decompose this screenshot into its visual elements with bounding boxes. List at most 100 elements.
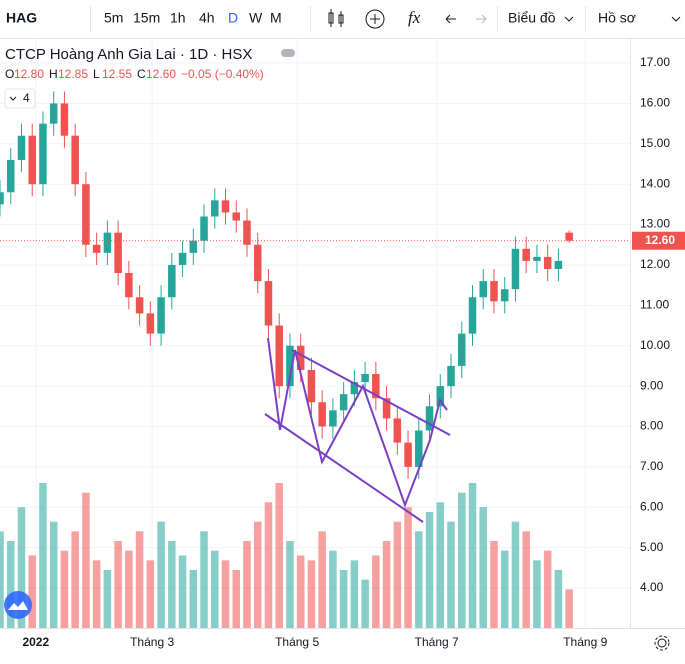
- x-tick-label: 2022: [22, 635, 49, 649]
- candle-body: [39, 123, 47, 185]
- volume-bar: [200, 531, 208, 628]
- candle-body: [28, 135, 36, 185]
- candle-body: [157, 297, 165, 334]
- volume-bar: [490, 541, 498, 628]
- ohlc-key: O: [5, 67, 14, 81]
- volume-bar: [243, 541, 251, 628]
- candle-body: [296, 345, 305, 370]
- candle-icon[interactable]: [328, 9, 344, 27]
- volume-bar: [92, 560, 101, 628]
- change: −0.05 (−0.40%): [181, 67, 264, 81]
- volume-bar: [178, 555, 187, 628]
- volume-bar: [103, 570, 112, 628]
- candle-body: [565, 232, 573, 241]
- candle-body: [103, 232, 112, 253]
- candle-body: [468, 297, 477, 334]
- volume-bar: [286, 541, 294, 628]
- ohlc-value: 12.60: [146, 67, 176, 81]
- indicators-button[interactable]: [4, 88, 36, 109]
- interval-button[interactable]: M: [270, 10, 282, 26]
- interval-button[interactable]: 1h: [170, 10, 186, 26]
- volume-bar: [382, 541, 391, 628]
- candle-body: [350, 382, 359, 395]
- candle-body: [60, 103, 69, 136]
- volume-bar: [329, 550, 337, 628]
- y-tick-label: 8.00: [640, 419, 664, 433]
- candle-body: [200, 216, 208, 241]
- legend-title: CTCP Hoàng Anh Gia Lai · 1D · HSX: [5, 46, 252, 63]
- y-tick-label: 6.00: [640, 499, 664, 513]
- volume-bar: [28, 555, 36, 628]
- x-tick-label: Tháng 9: [563, 635, 607, 649]
- candle-body: [286, 345, 294, 387]
- volume-bar: [522, 531, 530, 628]
- y-tick-label: 10.00: [640, 338, 670, 352]
- volume-bar: [339, 570, 348, 628]
- volume-bar: [447, 521, 455, 628]
- interval-button[interactable]: 4h: [199, 10, 215, 26]
- price-tag-label: 12.60: [645, 233, 675, 247]
- candle-body: [393, 418, 402, 443]
- volume-bar: [211, 550, 219, 628]
- candle-body: [511, 248, 520, 290]
- volume-bar: [468, 483, 477, 628]
- volume-bar: [49, 521, 58, 628]
- fx-icon[interactable]: fx: [408, 8, 421, 27]
- indicator-count: 4: [23, 91, 30, 105]
- volume-bar: [296, 555, 305, 628]
- volume-bar: [157, 521, 165, 628]
- volume-bar: [479, 507, 487, 628]
- volume-bar: [565, 589, 573, 628]
- trend-drawings[interactable]: [264, 337, 451, 523]
- ohlc-value: 12.85: [58, 67, 88, 81]
- undo-icon[interactable]: [445, 14, 456, 24]
- interval-button[interactable]: 15m: [133, 10, 160, 26]
- volume-bar: [125, 550, 133, 628]
- y-tick-label: 5.00: [640, 540, 664, 554]
- x-tick-label: Tháng 5: [275, 635, 319, 649]
- y-tick-label: 11.00: [640, 298, 669, 312]
- settings-icon[interactable]: [654, 635, 670, 651]
- symbol[interactable]: HAG: [6, 10, 37, 26]
- add-indicator-icon[interactable]: [365, 9, 385, 29]
- interval-button[interactable]: 5m: [104, 10, 123, 26]
- y-tick-label: 16.00: [640, 96, 670, 110]
- legend-toggle[interactable]: [281, 49, 295, 57]
- volume-bar: [511, 521, 520, 628]
- candle-body: [500, 289, 509, 302]
- volume-bar: [0, 531, 4, 628]
- volume-bar: [533, 560, 541, 628]
- y-tick-label: 14.00: [640, 176, 670, 190]
- volume-bar: [146, 560, 155, 628]
- menu-chart[interactable]: Biểu đồ: [508, 10, 556, 26]
- redo-icon[interactable]: [476, 14, 487, 24]
- candle-body: [533, 256, 541, 261]
- candle-body: [114, 232, 122, 274]
- y-tick-label: 4.00: [640, 580, 664, 594]
- menu-profile[interactable]: Hồ sơ: [598, 10, 636, 26]
- candle-body: [404, 442, 412, 467]
- interval-button[interactable]: D: [228, 10, 238, 26]
- candle-body: [232, 212, 241, 221]
- y-tick-label: 13.00: [640, 217, 670, 231]
- volume-bar: [221, 560, 230, 628]
- volume-bar: [404, 507, 412, 628]
- logo[interactable]: [4, 591, 32, 619]
- candle-body: [135, 297, 144, 314]
- ohlc-value: 12.55: [102, 67, 132, 81]
- volume-bar: [135, 531, 144, 628]
- candle-body: [275, 325, 283, 387]
- dropdown-icon: [671, 16, 681, 22]
- volume-bar: [275, 483, 283, 628]
- interval-button[interactable]: W: [249, 10, 263, 26]
- ohlc-value: 12.80: [14, 67, 44, 81]
- x-tick-label: Tháng 7: [415, 635, 459, 649]
- candle-body: [554, 260, 563, 269]
- y-tick-label: 17.00: [640, 55, 670, 69]
- candle-body: [49, 103, 58, 124]
- volume-bar: [6, 541, 15, 628]
- candle-body: [436, 386, 445, 407]
- candle-body: [264, 281, 273, 326]
- candle-body: [178, 252, 187, 265]
